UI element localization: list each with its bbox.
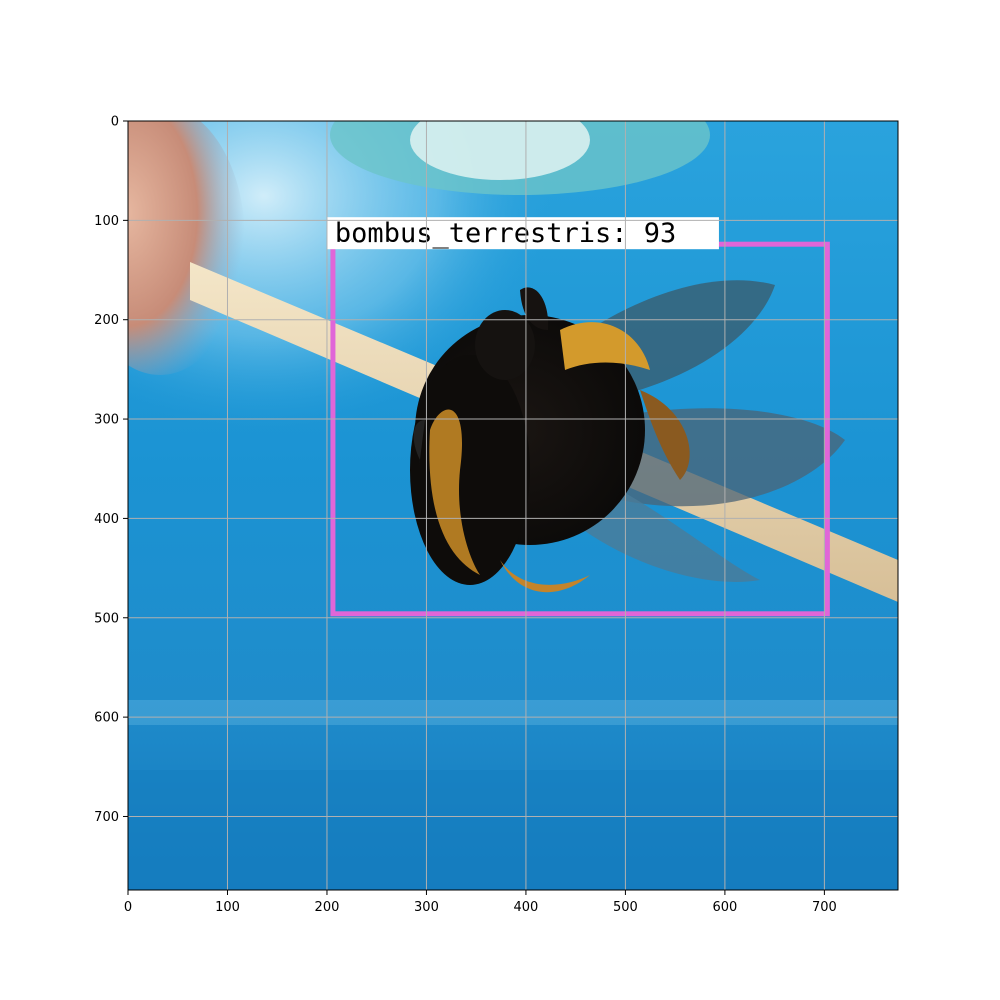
x-tick-label: 700 xyxy=(812,900,837,915)
y-tick-label: 700 xyxy=(94,810,119,825)
y-axis: 0 100 200 300 400 500 600 700 xyxy=(94,115,128,825)
x-tick-label: 0 xyxy=(124,900,132,915)
x-tick-label: 500 xyxy=(613,900,638,915)
x-tick-label: 200 xyxy=(315,900,340,915)
y-tick-label: 400 xyxy=(94,512,119,527)
detection-label-background xyxy=(326,217,719,250)
x-tick-label: 600 xyxy=(712,900,737,915)
x-tick-label: 400 xyxy=(514,900,539,915)
bee-photo: bombus_terrestris: 93 xyxy=(128,121,898,890)
bee-body xyxy=(410,287,690,593)
x-tick-label: 300 xyxy=(414,900,439,915)
axes-frame xyxy=(127,120,899,891)
x-tick-label: 100 xyxy=(215,900,240,915)
y-tick-label: 300 xyxy=(94,413,119,428)
y-tick-label: 600 xyxy=(94,711,119,726)
y-tick-label: 100 xyxy=(94,214,119,229)
y-tick-label: 500 xyxy=(94,611,119,626)
grid-lines xyxy=(128,121,898,890)
detection-label: bombus_terrestris: 93 xyxy=(335,218,676,249)
y-tick-label: 200 xyxy=(94,313,119,328)
x-axis: 0 100 200 300 400 500 600 700 xyxy=(124,890,837,915)
y-tick-label: 0 xyxy=(111,115,119,130)
